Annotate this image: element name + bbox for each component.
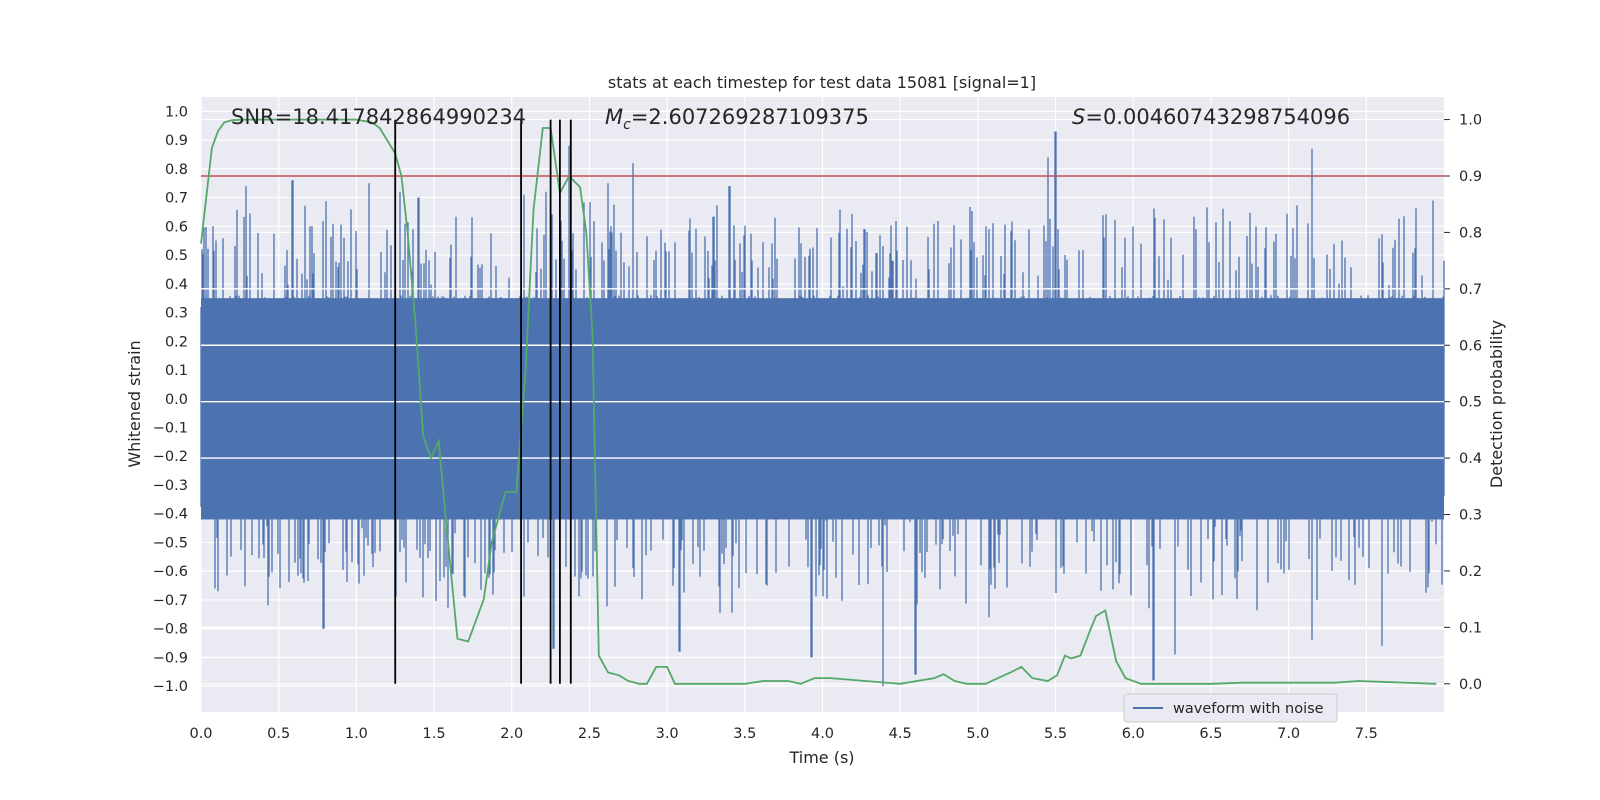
y-right-tick-label: 0.2 [1459, 564, 1482, 580]
x-tick-label: 2.5 [578, 726, 601, 742]
x-tick-label: 7.0 [1277, 726, 1300, 742]
y-left-tick-label: −0.1 [153, 420, 188, 436]
snr-annotation: SNR=18.417842864990234 [231, 105, 526, 129]
x-tick-label: 7.5 [1355, 726, 1378, 742]
chirp-mass-value: =2.607269287109375 [631, 105, 869, 129]
x-tick-label: 4.0 [811, 726, 834, 742]
y-left-tick-label: 0.1 [165, 363, 188, 379]
s-annotation: S=0.004607432987540​96 [1072, 105, 1350, 129]
y-left-tick-label: 0.9 [165, 133, 188, 149]
y-left-tick-label: −0.3 [153, 478, 188, 494]
x-tick-label: 6.5 [1199, 726, 1222, 742]
y-right-tick-label: 0.5 [1459, 395, 1482, 411]
y-left-tick-label: 0.4 [165, 277, 188, 293]
y-left-tick-label: −0.7 [153, 593, 188, 609]
y-left-tick-label: 0.2 [165, 334, 188, 350]
y-axis-label-right: Detection probability [1487, 320, 1506, 488]
waveform-trace [200, 131, 1445, 687]
y-left-tick-label: −0.2 [153, 449, 188, 465]
y-right-tick-label: 0.4 [1459, 451, 1482, 467]
x-tick-label: 4.5 [889, 726, 912, 742]
x-tick-label: 5.5 [1044, 726, 1067, 742]
x-tick-label: 1.5 [423, 726, 446, 742]
y-left-tick-label: −0.5 [153, 535, 188, 551]
y-left-tick-label: 0.0 [165, 392, 188, 408]
y-left-tick-labels: 1.0 0.9 0.8 0.7 0.6 0.5 0.4 0.3 0.2 0.1 0.0 −0.1 −0.… [153, 104, 188, 695]
x-tick-label: 0.0 [189, 726, 212, 742]
event-vertical-lines [394, 119, 572, 684]
s-symbol: S [1072, 105, 1085, 129]
y-left-tick-label: −0.6 [153, 564, 188, 580]
s-value: =0.004607432987540​96 [1085, 105, 1350, 129]
y-right-tick-label: 0.0 [1459, 677, 1482, 693]
x-tick-label: 2.0 [500, 726, 523, 742]
y-left-tick-label: 0.8 [165, 162, 188, 178]
y-left-tick-label: −0.8 [153, 622, 188, 638]
x-tick-label: 0.5 [267, 726, 290, 742]
x-tick-label: 5.0 [966, 726, 989, 742]
y-right-tick-label: 1.0 [1459, 113, 1482, 129]
y-right-tick-label: 0.3 [1459, 508, 1482, 524]
y-left-tick-label: −0.9 [153, 650, 188, 666]
legend: waveform with noise [1123, 693, 1338, 723]
y-right-tick-label: 0.6 [1459, 338, 1482, 354]
x-tick-label: 3.5 [733, 726, 756, 742]
y-left-tick-label: 0.7 [165, 191, 188, 207]
legend-label: waveform with noise [1173, 701, 1324, 717]
y-left-tick-label: 1.0 [165, 104, 188, 120]
chart-title: stats at each timestep for test data 150… [608, 73, 1036, 92]
waveform-series [200, 131, 1445, 687]
chirp-mass-symbol: M [605, 105, 623, 129]
y-right-tick-label: 0.1 [1459, 620, 1482, 636]
detection-probability-line [200, 118, 1437, 685]
x-tick-label: 3.0 [656, 726, 679, 742]
x-tick-label: 1.0 [345, 726, 368, 742]
y-right-tick-labels: 1.0 0.9 0.8 0.7 0.6 0.5 0.4 0.3 0.2 0.1 0.0 [1459, 113, 1482, 693]
y-right-tick-label: 0.7 [1459, 282, 1482, 298]
y-axis-label-left: Whitened strain [125, 340, 144, 467]
y-left-tick-label: 0.5 [165, 248, 188, 264]
chirp-mass-subscript: c [623, 117, 631, 133]
x-tick-labels: 0.0 0.5 1.0 1.5 2.0 2.5 3.0 3.5 4.0 4.5 5.0 5.5 6.0 6… [189, 726, 1377, 742]
x-tick-label: 6.0 [1122, 726, 1145, 742]
y-right-tick-label: 0.9 [1459, 169, 1482, 185]
chirp-mass-annotation: Mc=2.607269287109375 [605, 105, 869, 133]
y-left-tick-label: 0.3 [165, 306, 188, 322]
y-left-tick-label: 0.6 [165, 219, 188, 235]
y-left-tick-label: −1.0 [153, 679, 188, 695]
x-axis-label: Time (s) [788, 748, 854, 767]
y-left-tick-label: −0.4 [153, 507, 188, 523]
y-right-tick-label: 0.8 [1459, 225, 1482, 241]
